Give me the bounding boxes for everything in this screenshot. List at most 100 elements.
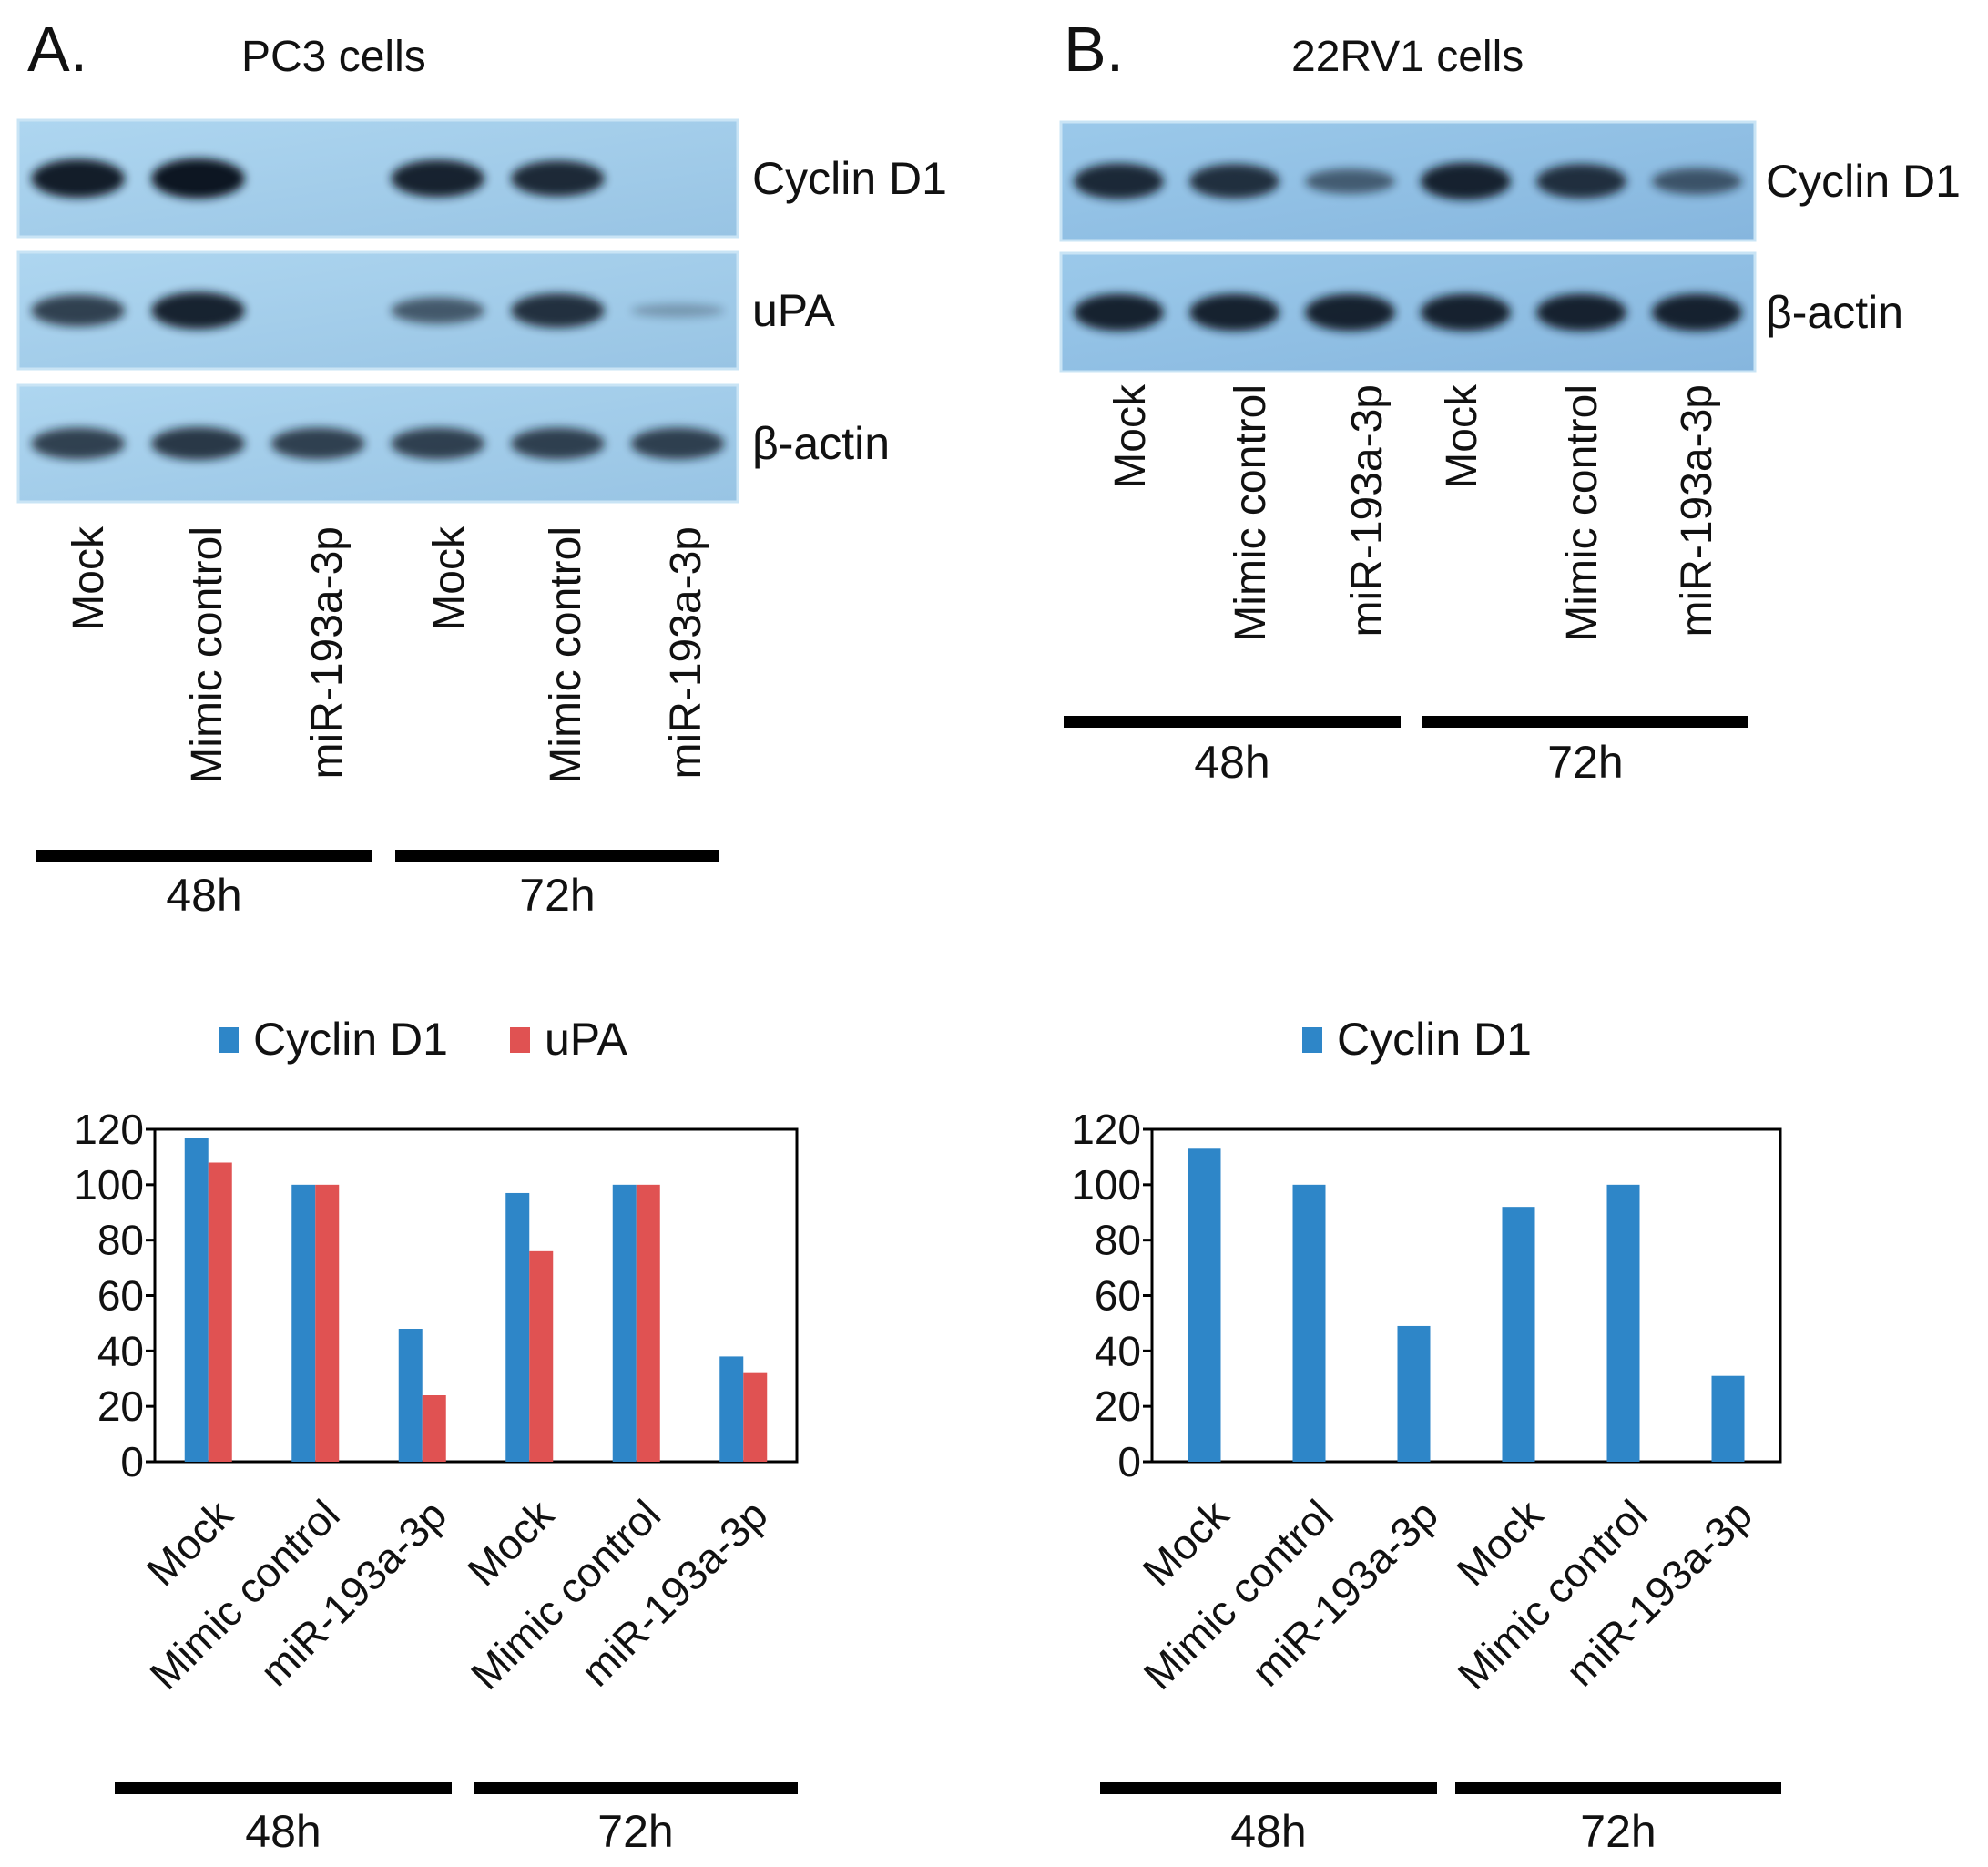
panel-b-blot: B. 22RV1 cells Cyclin D1 β-actin Mock Mimi… (1059, 14, 1961, 788)
group-label-48h: 48h (1230, 1806, 1306, 1857)
band-actin-lane-1 (31, 427, 126, 460)
x-tick-label-mir-193a-3p: miR-193a-3p (572, 1491, 777, 1696)
lane-label-mimic-control: Mimic control (542, 526, 590, 784)
blot-label-actin: β-actin (1766, 287, 1903, 338)
band-actin-lane-6 (630, 427, 725, 460)
blot-label-upa: uPA (752, 285, 835, 336)
panel-a-letter: A. (27, 14, 87, 85)
legend-swatch-upa (510, 1027, 530, 1053)
group-bar-48h (1064, 716, 1401, 728)
lane-label-mir-193a-3p: miR-193a-3p (303, 526, 352, 779)
group-bar-72h (1422, 716, 1748, 728)
lane-label-mimic-control: Mimic control (183, 526, 231, 784)
band-upa-lane-5 (511, 293, 605, 328)
legend-label-cyclin-d1: Cyclin D1 (253, 1014, 448, 1065)
group-label-48h: 48h (1194, 737, 1269, 788)
band-actin-lane-3 (270, 427, 365, 460)
bar-cyclin-d1-6 (719, 1356, 744, 1462)
band-upa-lane-6 (630, 303, 725, 318)
bar-cyclin-d1-3 (398, 1329, 423, 1462)
band-actin-lane-5 (1535, 293, 1627, 332)
bar-cyclin-d1-6 (1711, 1375, 1745, 1462)
band-actin-lane-6 (1651, 293, 1743, 332)
time-groups-a: 48h 72h (36, 850, 719, 921)
band-actin-lane-1 (1073, 293, 1165, 332)
blot-strips-b: Cyclin D1 β-actin (1059, 120, 1961, 373)
y-tick-label-40: 40 (1095, 1327, 1141, 1374)
band-cyclin-d1-lane-5 (511, 160, 605, 197)
band-cyclin-d1-lane-2 (1188, 164, 1280, 199)
y-tick-label-0: 0 (120, 1438, 144, 1485)
y-tick-label-80: 80 (97, 1217, 144, 1264)
bar-cyclin-d1-1 (1188, 1148, 1221, 1462)
group-label-48h: 48h (166, 870, 241, 921)
band-actin-lane-5 (511, 427, 605, 460)
lane-labels-a: Mock Mimic control miR-193a-3p Mock Mimic co… (65, 525, 710, 784)
time-groups-b: 48h 72h (1064, 716, 1748, 788)
band-cyclin-d1-lane-1 (1073, 163, 1165, 199)
x-tick-label-mir-193a-3p: miR-193a-3p (250, 1491, 455, 1696)
band-actin-lane-4 (391, 427, 485, 460)
bar-cyclin-d1-1 (184, 1138, 209, 1462)
blot-strip-upa (16, 250, 739, 371)
lane-label-mock: Mock (65, 525, 113, 631)
bar-cyclin-d1-5 (1606, 1184, 1640, 1462)
group-label-72h: 72h (1547, 737, 1623, 788)
y-tick-label-100: 100 (74, 1161, 144, 1209)
blot-strip-cyclin-d1 (1059, 120, 1757, 242)
band-cyclin-d1-lane-6 (1651, 168, 1743, 195)
lane-label-mock: Mock (1106, 383, 1155, 489)
blot-strips-a: Cyclin D1 uPA β-actin (16, 118, 947, 504)
band-cyclin-d1-lane-2 (151, 158, 245, 199)
blot-strip-actin (1059, 251, 1757, 373)
y-tick-label-60: 60 (1095, 1272, 1141, 1320)
bar-upa-4 (529, 1250, 554, 1462)
y-tick-label-100: 100 (1071, 1161, 1141, 1209)
lane-label-mir-193a-3p: miR-193a-3p (1343, 384, 1392, 637)
y-tick-label-0: 0 (1117, 1438, 1141, 1485)
legend-swatch-cyclin-d1-b (1302, 1027, 1322, 1053)
bar-cyclin-d1-5 (612, 1184, 637, 1462)
legend-b: Cyclin D1 (1302, 1014, 1532, 1065)
band-actin-lane-2 (1188, 293, 1280, 332)
bar-upa-2 (315, 1184, 340, 1462)
bar-cyclin-d1-4 (505, 1192, 530, 1462)
group-bar-48h (115, 1782, 452, 1794)
band-upa-lane-1 (31, 294, 126, 327)
y-tick-label-60: 60 (97, 1272, 144, 1320)
blot-label-actin: β-actin (752, 418, 890, 469)
blot-strip-cyclin-d1 (16, 118, 739, 239)
bar-cyclin-d1-2 (1292, 1184, 1326, 1462)
bar-upa-1 (208, 1162, 232, 1462)
blot-strip-actin (16, 383, 739, 504)
bar-cyclin-d1-4 (1502, 1207, 1535, 1462)
y-tick-label-20: 20 (1095, 1382, 1141, 1430)
band-cyclin-d1-lane-1 (31, 158, 126, 199)
blot-label-cyclin-d1: Cyclin D1 (752, 153, 947, 204)
y-tick-label-120: 120 (1071, 1106, 1141, 1153)
band-cyclin-d1-lane-4 (391, 159, 485, 198)
legend-label-cyclin-d1-b: Cyclin D1 (1337, 1014, 1532, 1065)
group-label-72h: 72h (597, 1806, 673, 1857)
band-upa-lane-2 (151, 291, 245, 330)
lane-labels-b: Mock Mimic control miR-193a-3p Mock Mimic co… (1106, 383, 1721, 642)
band-upa-lane-4 (391, 297, 485, 324)
group-label-72h: 72h (1580, 1806, 1656, 1857)
bar-cyclin-d1-2 (291, 1184, 316, 1462)
group-bar-48h (36, 850, 372, 862)
y-tick-label-20: 20 (97, 1382, 144, 1430)
bar-upa-6 (743, 1372, 768, 1462)
lane-label-mir-193a-3p: miR-193a-3p (662, 526, 710, 779)
lane-label-mimic-control: Mimic control (1558, 384, 1606, 642)
bar-upa-3 (422, 1395, 446, 1462)
y-tick-label-80: 80 (1095, 1217, 1141, 1264)
band-actin-lane-2 (151, 426, 245, 461)
y-tick-label-120: 120 (74, 1106, 144, 1153)
y-tick-label-40: 40 (97, 1327, 144, 1374)
bar-cyclin-d1-3 (1397, 1325, 1431, 1462)
